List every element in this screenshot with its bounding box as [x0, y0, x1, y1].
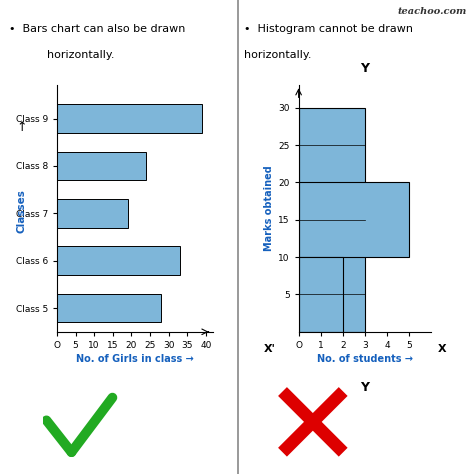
Bar	[299, 108, 365, 332]
Bar	[57, 246, 180, 275]
Bar	[57, 152, 146, 180]
Text: X: X	[438, 344, 446, 354]
Bar	[57, 104, 202, 133]
Text: horizontally.: horizontally.	[244, 50, 311, 60]
Text: •  Bars chart can also be drawn: • Bars chart can also be drawn	[9, 24, 186, 34]
X-axis label: No. of students →: No. of students →	[317, 354, 413, 364]
Text: •  Histogram cannot be drawn: • Histogram cannot be drawn	[244, 24, 413, 34]
X-axis label: No. of Girls in class →: No. of Girls in class →	[76, 354, 194, 364]
Text: teachoo.com: teachoo.com	[398, 7, 467, 16]
Text: Y: Y	[361, 381, 369, 394]
Bar	[299, 182, 409, 257]
Text: X': X'	[264, 344, 275, 354]
Text: Classes: Classes	[16, 189, 27, 233]
Text: ↑: ↑	[16, 121, 27, 135]
Bar	[299, 257, 343, 332]
Bar	[57, 294, 161, 322]
Text: Y: Y	[361, 63, 369, 75]
Y-axis label: Marks obtained: Marks obtained	[264, 166, 274, 251]
Text: horizontally.: horizontally.	[47, 50, 115, 60]
Bar	[57, 199, 128, 228]
